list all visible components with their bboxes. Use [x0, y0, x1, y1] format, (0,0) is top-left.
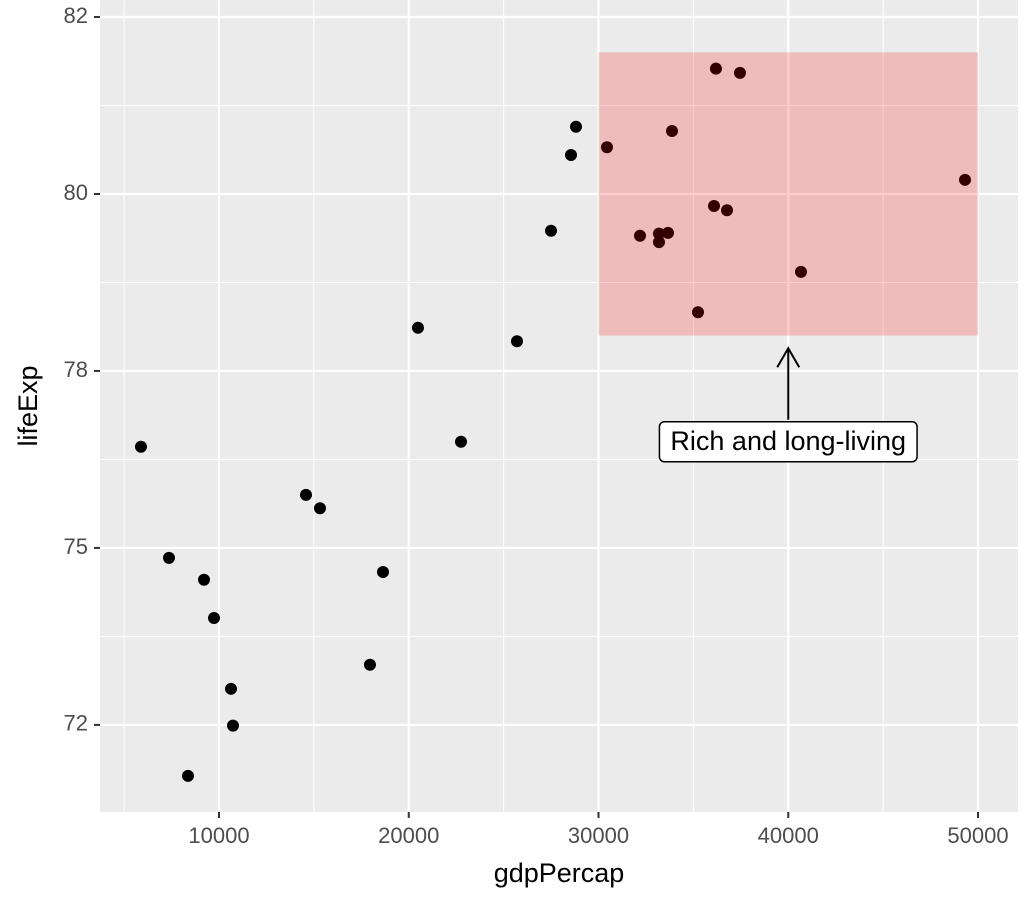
panel: [100, 0, 1018, 812]
arrow-head: [776, 346, 801, 368]
point: [565, 149, 578, 162]
label-box: [658, 421, 918, 463]
y-tick-label: 80: [64, 180, 88, 205]
point: [707, 200, 720, 213]
point: [363, 658, 376, 671]
y-tick-label: 82: [64, 3, 88, 28]
x-tick-label: 10000: [188, 823, 249, 848]
y-tick-label: 78: [64, 357, 88, 382]
point: [600, 141, 613, 154]
point: [794, 265, 807, 278]
point: [198, 573, 211, 586]
point: [510, 335, 523, 348]
point: [633, 229, 646, 242]
x-tick-label: 40000: [758, 823, 819, 848]
point: [134, 440, 147, 453]
annotation-label: Rich and long-living: [670, 426, 906, 456]
point: [662, 226, 675, 239]
point: [720, 204, 733, 217]
point: [313, 502, 326, 515]
point: [959, 173, 972, 186]
point: [692, 306, 705, 319]
point: [226, 719, 239, 732]
x-tick-label: 20000: [378, 823, 439, 848]
point: [652, 236, 665, 249]
points: [134, 62, 972, 782]
point: [224, 682, 237, 695]
grid: [100, 0, 1018, 812]
y-axis-title: lifeExp: [13, 365, 43, 446]
point: [411, 321, 424, 334]
point: [376, 566, 389, 579]
point: [162, 551, 175, 564]
point: [208, 612, 221, 625]
y-tick-label: 72: [64, 711, 88, 736]
highlight-rect: [598, 52, 979, 336]
point: [545, 224, 558, 237]
point: [455, 435, 468, 448]
x-axis-title: gdpPercap: [494, 858, 625, 888]
point: [181, 769, 194, 782]
point: [709, 62, 722, 75]
point: [652, 227, 665, 240]
point: [666, 124, 679, 137]
point: [299, 488, 312, 501]
point: [569, 120, 582, 133]
point: [733, 66, 746, 79]
x-tick-label: 50000: [947, 823, 1008, 848]
y-tick-label: 75: [64, 534, 88, 559]
annotation: Rich and long-living: [598, 52, 979, 463]
x-tick-label: 30000: [568, 823, 629, 848]
